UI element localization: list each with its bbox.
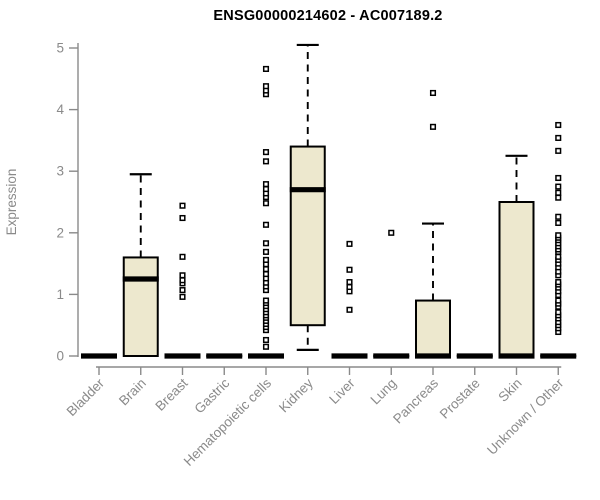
outlier-point [346,240,353,247]
outlier-point [555,253,562,260]
x-tick-label: Gastric [192,375,233,416]
boxplot-liver [331,240,368,359]
outlier-point [555,279,562,286]
y-tick-label: 0 [56,349,64,364]
chart-title: ENSG00000214602 - AC007189.2 [213,8,443,24]
outlier-point [555,232,562,239]
outlier-point [262,186,270,193]
outlier-point [555,147,562,154]
outlier-point [262,248,270,255]
boxplot-skin [498,154,535,359]
outlier-point [262,149,270,156]
outlier-point [346,279,353,286]
outlier-point [262,271,270,278]
outlier-point [262,181,270,188]
outlier-point [262,336,270,344]
outlier-point [555,183,562,190]
outlier-point [262,343,270,350]
outlier-point [179,277,186,284]
y-tick-label: 4 [56,102,64,117]
outlier-point [262,158,270,165]
outlier-point [555,134,562,141]
outlier-point [555,174,562,182]
outlier-point [262,266,270,273]
outlier-point [346,266,353,273]
y-tick-label: 1 [56,287,64,302]
iqr-box [289,145,326,327]
outlier-point [262,256,270,263]
x-axis [96,366,562,375]
outlier-point [262,297,270,304]
iqr-box [122,256,159,357]
y-axis [69,43,79,357]
outlier-point [179,253,186,260]
boxplot-hematopoietic-cells [248,65,284,359]
outlier-point [179,293,186,300]
outlier-point [179,287,186,294]
boxplot-brain [122,173,159,357]
x-tick-label: Lung [368,376,400,408]
y-tick-label: 3 [56,164,64,179]
x-tick-label: Bladder [64,375,108,419]
y-tick-label: 5 [56,41,64,56]
boxplot-breast [164,202,201,359]
y-tick-label: 2 [56,225,64,240]
boxplot-pancreas [415,89,451,359]
boxplot-kidney [289,43,326,351]
outlier-point [555,309,562,316]
boxplot-unknown-other [540,121,577,359]
outlier-point [262,65,270,72]
x-tick-label: Breast [152,375,190,413]
x-tick-label: Skin [495,376,524,405]
x-tick-label: Pancreas [390,375,441,426]
y-tick-labels: 0 1 2 3 4 5 [56,41,64,364]
outlier-point [262,200,270,207]
outlier-point [555,189,562,196]
outlier-point [555,219,562,226]
x-tick-label: Kidney [276,375,316,415]
outlier-point [555,213,562,220]
outlier-point [429,123,437,130]
x-tick-label: Prostate [437,376,483,422]
outlier-point [179,202,186,209]
outlier-point [346,283,353,291]
outlier-point [179,214,186,222]
outlier-point [262,83,270,90]
outlier-point [429,89,437,97]
outlier-point [179,272,186,279]
outlier-point [262,240,270,247]
outlier-point [555,194,562,201]
outlier-point [262,221,270,228]
x-tick-label: Unknown / Other [484,375,567,458]
iqr-box [498,201,535,357]
x-tick-label: Liver [326,375,358,407]
outlier-point [388,229,395,236]
x-tick-label: Brain [116,376,149,409]
boxplot-lung [373,229,410,359]
outlier-point [346,306,353,313]
outlier-point [555,297,562,304]
outlier-point [555,121,562,129]
iqr-box [415,299,451,357]
